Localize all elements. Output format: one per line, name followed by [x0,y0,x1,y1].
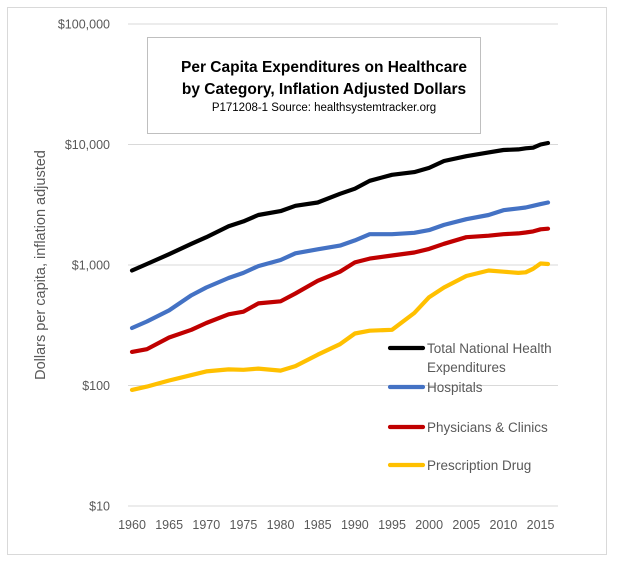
x-tick-label: 1985 [304,518,332,532]
x-tick-label: 1995 [378,518,406,532]
x-tick-label: 2010 [490,518,518,532]
y-tick-label: $10,000 [65,138,110,152]
y-tick-label: $100 [82,379,110,393]
chart-subtitle: P171208-1 Source: healthsystemtracker.or… [211,102,437,114]
chart-title-box: Per Capita Expenditures on Healthcare by… [147,37,481,134]
legend-label: Expenditures [427,360,506,375]
chart-title-line-2: by Category, Inflation Adjusted Dollars [181,81,467,98]
x-tick-label: 1990 [341,518,369,532]
x-tick-label: 2005 [452,518,480,532]
x-axis-tick-labels: 1960 1965 1970 1975 1980 1985 1990 1995 2000 2005… [118,518,554,532]
series-line-total-national-health-expenditures [129,140,551,273]
y-tick-label: $100,000 [58,18,110,32]
x-tick-label: 1970 [192,518,220,532]
series-line-prescription-drug [129,261,551,392]
y-axis-tick-labels: $10 $100 $1,000 $10,000 $100,000 [58,18,110,514]
y-axis-title: Dollars per capita, inflation adjusted [33,150,49,380]
y-tick-label: $10 [89,500,110,514]
legend-label: Total National Health [427,341,552,356]
x-tick-label: 1960 [118,518,146,532]
series-lines [129,140,551,392]
x-tick-label: 1965 [155,518,183,532]
series-line-physicians-clinics [129,226,551,354]
x-tick-label: 2000 [415,518,443,532]
x-tick-label: 2015 [527,518,555,532]
x-tick-label: 1980 [267,518,295,532]
chart-title-line-1: Per Capita Expenditures on Healthcare [181,59,467,76]
gridlines [128,23,558,507]
legend: Total National Health Expenditures Hospita… [387,341,552,473]
legend-label: Physicians & Clinics [427,420,548,435]
y-tick-label: $1,000 [72,259,110,273]
legend-label: Prescription Drug [427,458,531,473]
series-line-hospitals [129,200,551,331]
x-tick-label: 1975 [230,518,258,532]
legend-label: Hospitals [427,380,483,395]
